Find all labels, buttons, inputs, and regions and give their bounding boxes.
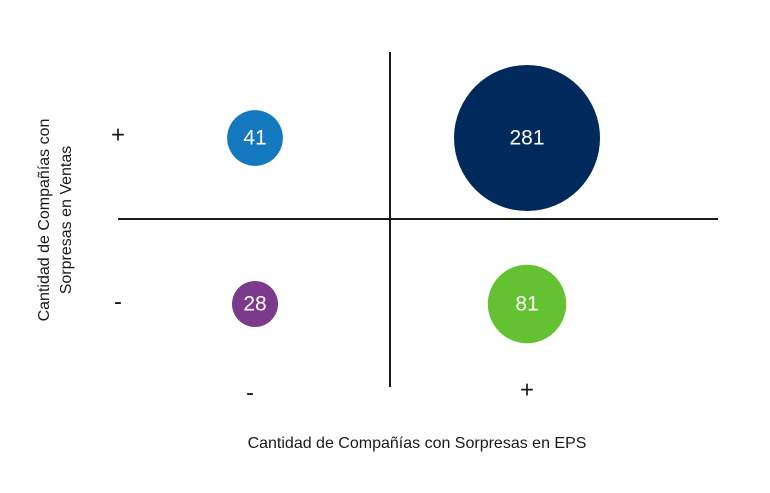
y-axis-title-line-1: Cantidad de Compañías con	[36, 119, 53, 322]
bubble-bottom-right	[487, 264, 567, 344]
bubble-value-label: 28	[243, 293, 266, 316]
bubble-value-label: 281	[509, 127, 544, 150]
bubbles-layer: 41 281 28 81	[227, 65, 600, 344]
x-category-plus: +	[520, 377, 534, 404]
y-category-minus: -	[114, 289, 122, 316]
y-axis-title-line-2: Sorpresas en Ventas	[58, 146, 75, 295]
x-category-minus: -	[246, 380, 254, 407]
bubble-bottom-left	[232, 281, 278, 327]
x-axis-title: Cantidad de Compañías con Sorpresas en E…	[248, 435, 587, 452]
bubble-value-label: 41	[243, 127, 266, 150]
bubble-value-label: 81	[515, 293, 538, 316]
bubble-top-left	[227, 110, 283, 166]
bubble-top-right	[454, 65, 600, 211]
y-category-plus: +	[111, 122, 125, 149]
